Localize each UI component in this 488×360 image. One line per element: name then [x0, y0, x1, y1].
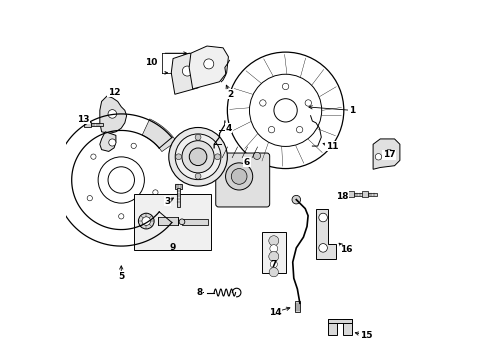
Bar: [91, 123, 103, 126]
Circle shape: [268, 251, 278, 261]
Text: 8: 8: [196, 288, 203, 297]
Circle shape: [225, 163, 252, 190]
Circle shape: [231, 168, 246, 184]
Text: 15: 15: [359, 331, 371, 340]
Polygon shape: [315, 208, 335, 258]
Circle shape: [91, 154, 96, 159]
Text: 4: 4: [225, 124, 231, 133]
Bar: [362, 192, 367, 197]
FancyBboxPatch shape: [215, 153, 269, 207]
Circle shape: [182, 141, 214, 173]
Bar: [261, 232, 285, 273]
Polygon shape: [142, 119, 176, 152]
Polygon shape: [372, 139, 399, 169]
Circle shape: [268, 236, 278, 246]
Circle shape: [253, 152, 260, 159]
Circle shape: [305, 100, 311, 106]
Text: 6: 6: [244, 158, 250, 167]
Circle shape: [385, 149, 391, 156]
Circle shape: [119, 214, 123, 219]
Text: 10: 10: [145, 58, 158, 67]
Circle shape: [259, 100, 265, 106]
Circle shape: [189, 148, 206, 166]
Circle shape: [179, 219, 184, 225]
Circle shape: [182, 66, 192, 76]
Bar: [328, 319, 351, 323]
Text: 17: 17: [382, 150, 395, 159]
Text: 14: 14: [268, 308, 281, 317]
Circle shape: [374, 154, 381, 160]
Bar: [134, 194, 210, 249]
Bar: [367, 193, 376, 196]
Circle shape: [268, 126, 274, 133]
Circle shape: [318, 244, 326, 252]
Bar: [182, 219, 207, 225]
Circle shape: [296, 126, 302, 133]
Circle shape: [175, 154, 181, 160]
Bar: [353, 193, 362, 196]
Circle shape: [203, 59, 213, 69]
Circle shape: [270, 261, 277, 268]
Circle shape: [108, 139, 116, 146]
Circle shape: [268, 267, 278, 277]
Circle shape: [291, 195, 300, 204]
Circle shape: [214, 154, 220, 160]
Circle shape: [195, 134, 201, 140]
Text: 3: 3: [164, 197, 170, 206]
Text: 5: 5: [118, 272, 124, 281]
Circle shape: [195, 173, 201, 179]
Circle shape: [318, 213, 326, 222]
Polygon shape: [171, 53, 206, 94]
Polygon shape: [142, 208, 176, 241]
Text: 18: 18: [336, 192, 348, 201]
Circle shape: [87, 195, 92, 201]
Circle shape: [142, 217, 150, 225]
Bar: [175, 184, 182, 189]
Bar: [294, 301, 300, 312]
Bar: [328, 319, 337, 336]
Circle shape: [131, 143, 136, 148]
Text: 2: 2: [226, 90, 233, 99]
Text: 9: 9: [169, 243, 176, 252]
Circle shape: [269, 245, 277, 252]
Circle shape: [168, 127, 227, 186]
Text: 16: 16: [339, 245, 352, 254]
Circle shape: [282, 83, 288, 90]
Text: 11: 11: [325, 141, 338, 150]
Circle shape: [175, 134, 221, 180]
Polygon shape: [100, 96, 126, 134]
Text: 13: 13: [77, 115, 89, 124]
Circle shape: [108, 110, 116, 118]
Circle shape: [138, 213, 154, 229]
Circle shape: [152, 190, 158, 195]
Bar: [158, 217, 177, 225]
Bar: [176, 188, 180, 207]
Polygon shape: [189, 46, 228, 89]
Text: 1: 1: [348, 106, 354, 115]
Bar: [347, 192, 353, 197]
Text: 12: 12: [108, 88, 120, 97]
Bar: [83, 122, 91, 127]
Bar: [342, 319, 351, 336]
Polygon shape: [100, 132, 116, 152]
Text: 7: 7: [270, 260, 276, 269]
